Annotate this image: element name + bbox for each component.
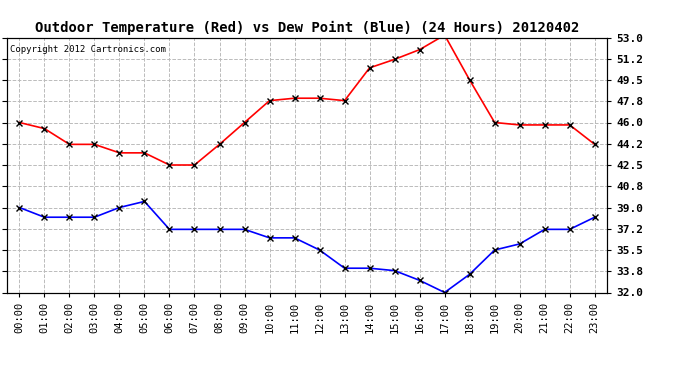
Text: Copyright 2012 Cartronics.com: Copyright 2012 Cartronics.com <box>10 45 166 54</box>
Title: Outdoor Temperature (Red) vs Dew Point (Blue) (24 Hours) 20120402: Outdoor Temperature (Red) vs Dew Point (… <box>35 21 579 35</box>
